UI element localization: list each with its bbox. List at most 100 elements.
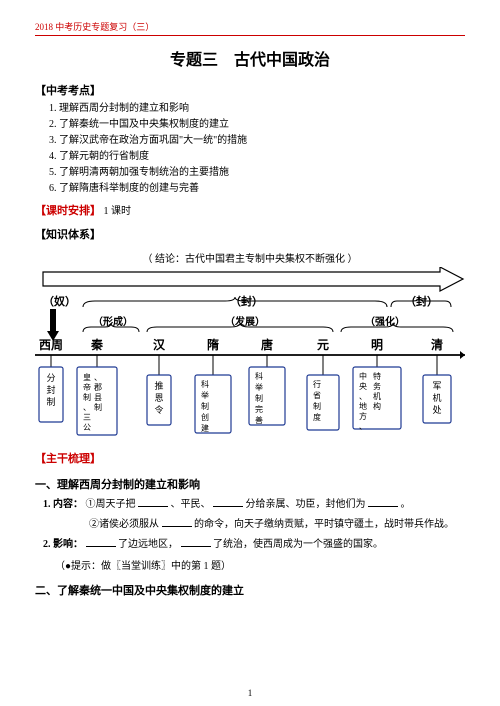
svg-text:分: 分 [46,373,55,383]
svg-text:地: 地 [359,401,367,411]
svg-text:帝: 帝 [83,382,91,392]
svg-text:举: 举 [255,382,263,392]
system-box: 中 央 、 地 方 、 特 务 机 构 [353,367,401,431]
svg-text:令: 令 [154,404,163,415]
blank-field[interactable] [86,537,116,547]
kaodian-label: 【中考考点】 [35,82,465,98]
svg-text:封: 封 [46,384,55,395]
svg-text:完: 完 [255,404,263,414]
system-box: 行 省 制 度 [307,375,339,430]
kaodian-item: 3. 了解汉武帝在政治方面巩固"大一统"的措施 [49,133,465,148]
svg-text:制: 制 [313,401,321,411]
section2-title: 二、了解秦统一中国及中央集权制度的建立 [35,582,465,598]
svg-text:制: 制 [201,401,209,411]
tip-text: （●提示：做〖当堂训练〗中的第 1 题） [35,557,465,572]
svg-text:皇: 皇 [83,372,91,382]
text: ②诸侯必须服从 [89,519,159,530]
blank-field[interactable] [213,497,243,507]
svg-text:善: 善 [255,415,263,425]
page-header: 2018 中考历史专题复习（三） [35,20,465,36]
tixi-label: 【知识体系】 [35,226,465,242]
svg-text:机: 机 [432,392,441,403]
svg-text:制: 制 [255,393,263,403]
svg-text:推: 推 [154,380,163,391]
kaodian-item: 4. 了解元朝的行省制度 [49,149,465,164]
svg-text:方: 方 [359,411,367,421]
dynasty-label: 清 [431,337,443,352]
text: 的命令，向天子缴纳贡赋，平时镇守疆土，战时带兵作战。 [194,519,454,530]
system-box: 皇 帝 制 、 三 公 、 郡 县 制 [77,367,117,435]
system-box: 推 恩 令 [147,375,171,425]
svg-text:、: 、 [94,373,102,382]
svg-text:、: 、 [359,392,367,401]
svg-text:制: 制 [94,402,102,412]
svg-text:制: 制 [46,396,55,407]
blank-field[interactable] [181,537,211,547]
svg-text:央: 央 [359,381,367,391]
zhuganl-label: 【主干梳理】 [35,450,465,466]
svg-text:科: 科 [255,371,263,381]
main-title: 专题三 古代中国政治 [35,46,465,70]
section1-content: 1. 内容： ①周天子把 、平民、 分给亲属、功臣，封他们为 。 ②诸侯必须服从… [35,496,465,554]
dynasty-label: 秦 [90,337,103,352]
dynasty-label: 元 [317,338,329,352]
stage-label: （奴） [43,294,76,308]
kaodian-item: 1. 理解西周分封制的建立和影响 [49,101,465,116]
dynasty-label: 西周 [39,338,63,352]
svg-text:制: 制 [83,392,91,402]
svg-text:行: 行 [313,379,321,389]
svg-text:郡: 郡 [94,382,102,392]
item-label: 1. 内容： [43,499,83,510]
svg-text:务: 务 [373,381,381,391]
dynasty-label: 隋 [207,337,219,352]
system-box: 科 举 制 创 建 [195,375,231,433]
svg-text:三: 三 [83,413,91,422]
knowledge-diagram: （奴） （封） （封） （形成） （发展） （强化） 西周 秦 汉 隋 唐 元 … [35,267,465,442]
item-label: 2. 影响： [43,539,83,550]
phase-label: （强化） [365,315,405,328]
text: 、平民、 [171,499,211,510]
text: 。 [401,499,411,510]
keshi-label: 【课时安排】 [35,205,101,217]
kaodian-item: 2. 了解秦统一中国及中央集权制度的建立 [49,117,465,132]
kaodian-item: 5. 了解明清两朝加强专制统治的主要措施 [49,165,465,180]
system-box: 科 举 制 完 善 [249,367,285,425]
svg-text:举: 举 [201,390,209,400]
text: 分给亲属、功臣，封他们为 [246,499,366,510]
system-box: 军 机 处 [423,375,451,423]
phase-label: （发展） [225,315,265,328]
svg-text:公: 公 [83,423,91,432]
svg-text:处: 处 [432,404,441,415]
svg-text:建: 建 [201,423,209,433]
text: ①周天子把 [86,499,136,510]
diagram-svg: （奴） （封） （封） （形成） （发展） （强化） 西周 秦 汉 隋 唐 元 … [35,267,465,442]
dynasty-label: 唐 [261,337,273,352]
svg-text:科: 科 [201,379,209,389]
blank-field[interactable] [368,497,398,507]
kaodian-list: 1. 理解西周分封制的建立和影响 2. 了解秦统一中国及中央集权制度的建立 3.… [35,101,465,196]
svg-text:县: 县 [94,393,102,402]
blank-field[interactable] [162,517,192,527]
timeline-arrowhead-icon [460,351,465,359]
svg-text:恩: 恩 [154,393,163,403]
svg-text:度: 度 [313,412,321,422]
svg-text:创: 创 [201,412,209,422]
arrow-outline-icon [43,267,463,291]
svg-text:特: 特 [373,371,381,381]
svg-text:省: 省 [313,390,321,400]
svg-text:、: 、 [83,403,91,412]
svg-text:、: 、 [359,422,367,431]
dynasty-label: 明 [371,338,383,352]
text: 了边远地区， [118,539,178,550]
svg-text:机: 机 [373,391,381,401]
keshi-text: 1 课时 [104,206,132,217]
page-number: 1 [248,688,253,698]
svg-text:军: 军 [432,381,441,391]
section1-title: 一、理解西周分封制的建立和影响 [35,476,465,492]
conclusion-text: （ 结论：古代中国君主专制中央集权不断强化 ） [35,250,465,265]
text: 了统治，使西周成为一个强盛的国家。 [213,539,383,550]
blank-field[interactable] [138,497,168,507]
svg-text:构: 构 [373,401,381,411]
dynasty-label: 汉 [153,337,166,352]
svg-text:中: 中 [359,371,367,381]
